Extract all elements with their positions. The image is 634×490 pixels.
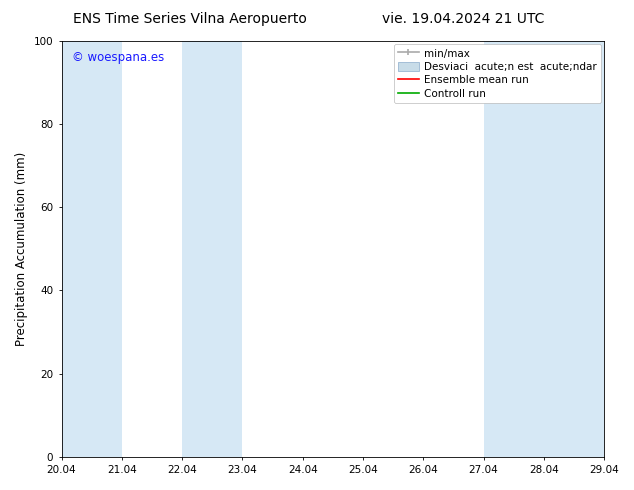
Text: ENS Time Series Vilna Aeropuerto: ENS Time Series Vilna Aeropuerto <box>74 12 307 26</box>
Bar <box>182 41 242 457</box>
Y-axis label: Precipitation Accumulation (mm): Precipitation Accumulation (mm) <box>15 152 28 346</box>
Bar <box>484 41 544 457</box>
Text: vie. 19.04.2024 21 UTC: vie. 19.04.2024 21 UTC <box>382 12 544 26</box>
Bar <box>61 41 122 457</box>
Legend: min/max, Desviaci  acute;n est  acute;ndar, Ensemble mean run, Controll run: min/max, Desviaci acute;n est acute;ndar… <box>394 44 601 103</box>
Bar <box>544 41 604 457</box>
Text: © woespana.es: © woespana.es <box>72 51 165 65</box>
